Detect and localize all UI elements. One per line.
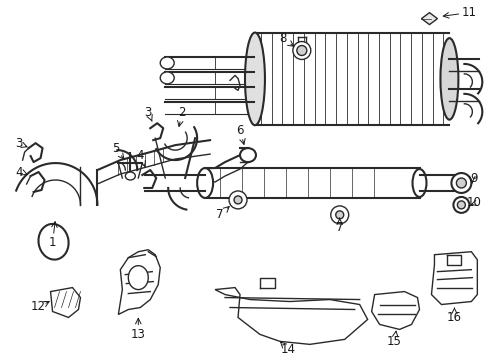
- Text: 14: 14: [280, 343, 295, 356]
- Polygon shape: [371, 292, 419, 329]
- Text: 10: 10: [467, 197, 482, 210]
- Ellipse shape: [297, 45, 307, 55]
- Text: 4: 4: [15, 166, 23, 179]
- Ellipse shape: [457, 201, 465, 209]
- Ellipse shape: [456, 178, 466, 188]
- Polygon shape: [119, 250, 160, 315]
- Ellipse shape: [413, 169, 426, 197]
- Polygon shape: [215, 288, 368, 345]
- Text: 5: 5: [112, 141, 119, 155]
- Text: 2: 2: [178, 106, 186, 119]
- Ellipse shape: [451, 173, 471, 193]
- Ellipse shape: [160, 57, 174, 69]
- Ellipse shape: [293, 41, 311, 59]
- Ellipse shape: [229, 191, 247, 209]
- Text: 16: 16: [447, 311, 462, 324]
- Ellipse shape: [240, 148, 256, 162]
- Text: 4: 4: [137, 149, 144, 162]
- Text: 1: 1: [49, 236, 56, 249]
- Text: 7: 7: [336, 221, 343, 234]
- Ellipse shape: [125, 172, 135, 180]
- Ellipse shape: [234, 196, 242, 204]
- Ellipse shape: [453, 197, 469, 213]
- Bar: [255, 32, 449, 125]
- Text: 3: 3: [15, 137, 23, 150]
- Text: 11: 11: [462, 6, 477, 19]
- Text: 7: 7: [216, 208, 224, 221]
- Text: 12: 12: [31, 300, 46, 313]
- Text: 3: 3: [145, 106, 152, 119]
- Polygon shape: [50, 288, 80, 318]
- Ellipse shape: [331, 206, 349, 224]
- Text: 15: 15: [387, 335, 402, 348]
- Text: 8: 8: [279, 32, 287, 45]
- Text: 6: 6: [236, 124, 244, 137]
- Ellipse shape: [336, 211, 343, 219]
- Polygon shape: [432, 252, 477, 305]
- Text: 13: 13: [131, 328, 146, 341]
- Ellipse shape: [245, 32, 265, 125]
- Text: 9: 9: [470, 171, 478, 185]
- Ellipse shape: [128, 266, 148, 289]
- Ellipse shape: [160, 72, 174, 84]
- Polygon shape: [421, 13, 438, 24]
- Ellipse shape: [39, 224, 69, 260]
- Ellipse shape: [441, 38, 458, 120]
- Ellipse shape: [197, 168, 213, 198]
